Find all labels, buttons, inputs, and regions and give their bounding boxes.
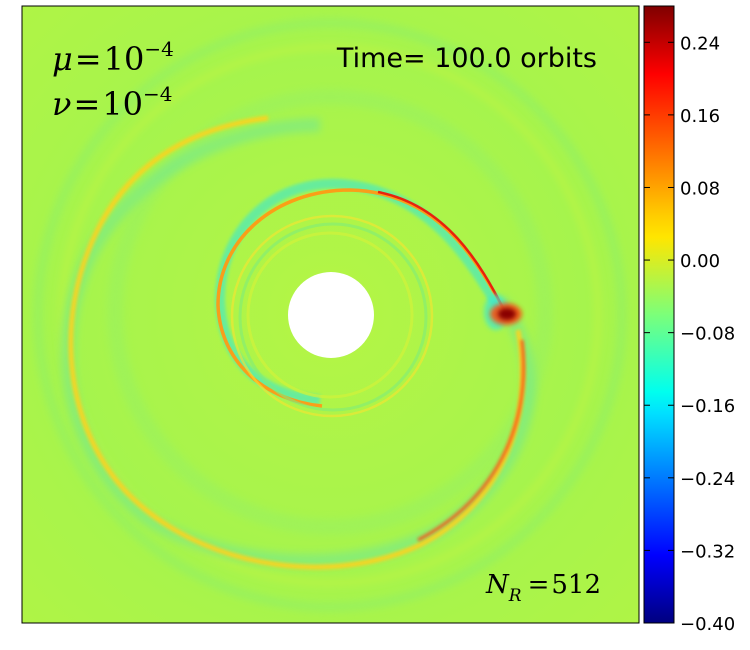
colorbar-tick-label: 0.00 bbox=[680, 251, 720, 272]
inner-wave-ring-3 bbox=[230, 214, 434, 418]
outer-spiral-arm-core bbox=[417, 339, 526, 542]
colorbar-tick-label: −0.16 bbox=[680, 396, 735, 417]
colorbar-tick-label: 0.16 bbox=[680, 106, 720, 127]
nu-annotation: ν=10−4 bbox=[52, 82, 172, 123]
outer-spiral-arm bbox=[68, 115, 525, 570]
resolution-annotation: NR =512 bbox=[485, 570, 601, 606]
plot-frame bbox=[21, 5, 640, 624]
mu-annotation: μ=10−4 bbox=[52, 37, 174, 78]
inner-wave-ring-1 bbox=[246, 231, 414, 399]
colorbar-tick-label: −0.32 bbox=[680, 541, 735, 562]
time-annotation: Time= 100.0 orbits bbox=[336, 43, 597, 74]
colorbar: 0.24 0.16 0.08 0.00 −0.08 −0.16 −0.24 −0.32 −0.4… bbox=[643, 5, 735, 635]
colorbar-tick-label: −0.24 bbox=[680, 469, 735, 490]
inner-hole bbox=[288, 272, 374, 358]
density-field bbox=[33, 18, 627, 612]
colorbar-ticks: 0.24 0.16 0.08 0.00 −0.08 −0.16 −0.24 −0.32 −0.4… bbox=[644, 33, 735, 635]
inner-wave-ring-2 bbox=[238, 222, 428, 412]
outer-spiral-arm-shadow bbox=[60, 118, 536, 568]
outer-wave-ring-2 bbox=[59, 44, 601, 586]
colorbar-tick-label: −0.40 bbox=[680, 614, 735, 635]
colorbar-gradient bbox=[644, 6, 674, 623]
outer-wave-ring-1 bbox=[33, 18, 627, 612]
colorbar-tick-label: 0.24 bbox=[680, 33, 720, 54]
inner-spiral-arm-core bbox=[377, 190, 507, 313]
colorbar-frame bbox=[643, 5, 675, 624]
heatmap-panel: μ=10−4 ν=10−4 Time= 100.0 orbits NR =512 bbox=[21, 5, 640, 624]
colorbar-tick-label: 0.08 bbox=[680, 178, 720, 199]
colorbar-tick-label: −0.08 bbox=[680, 324, 735, 345]
planet-blob-core bbox=[498, 308, 516, 320]
outer-wave-ring-3 bbox=[107, 89, 553, 535]
